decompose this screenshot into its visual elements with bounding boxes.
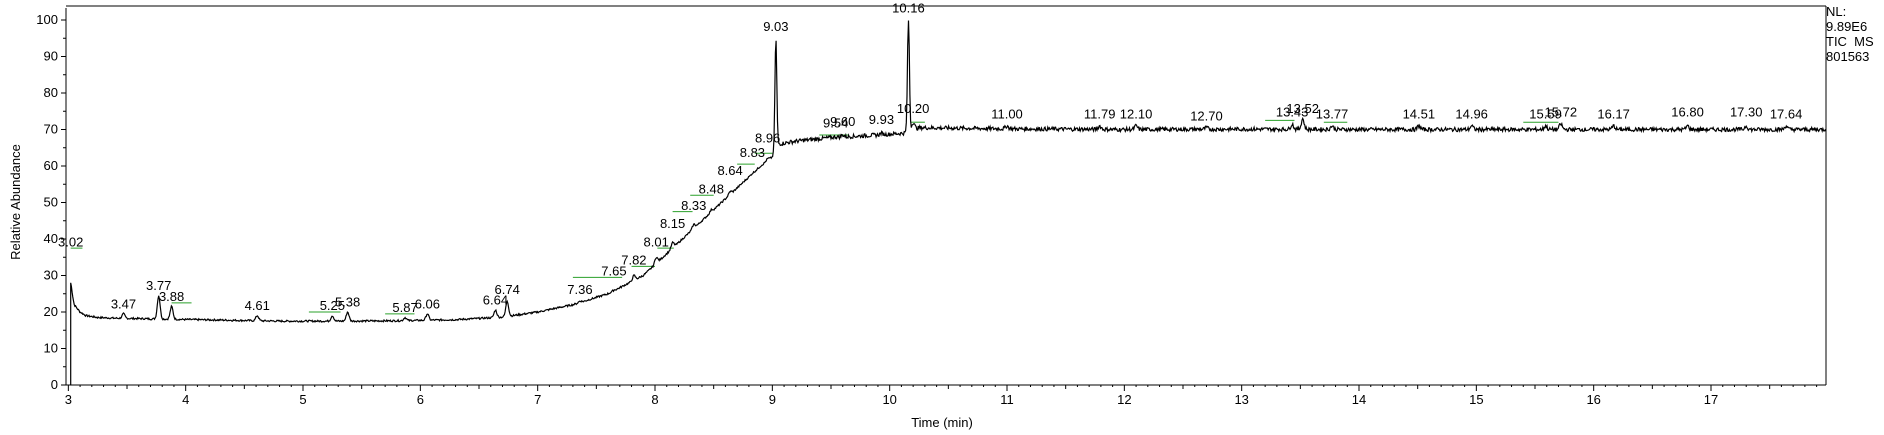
scan-filter: TIC MS [1826, 34, 1874, 49]
y-tick-label: 90 [44, 49, 58, 64]
y-tick-label: 50 [44, 195, 58, 210]
peak-label: 15.59 [1529, 107, 1562, 122]
x-tick-label: 9 [769, 392, 776, 407]
peak-label: 7.82 [621, 253, 646, 268]
nl-value: 9.89E6 [1826, 19, 1868, 34]
peak-label: 16.17 [1597, 107, 1630, 122]
axes [65, 5, 1827, 386]
peak-label: 4.61 [245, 298, 270, 313]
x-tick-label: 17 [1704, 392, 1718, 407]
peak-label: 14.96 [1455, 107, 1488, 122]
peak-label: 9.93 [869, 112, 894, 127]
peak-label: 10.16 [892, 1, 925, 16]
y-tick-label: 80 [44, 85, 58, 100]
integration-marks [70, 119, 1559, 315]
info-panel: NL: 9.89E6 TIC MS 801563 [1826, 4, 1874, 64]
x-tick-label: 10 [882, 392, 896, 407]
x-tick-label: 4 [182, 392, 189, 407]
y-tick-label: 30 [44, 268, 58, 283]
peak-label: 13.77 [1316, 107, 1349, 122]
x-tick-label: 11 [1000, 392, 1014, 407]
peak-label: 9.54 [823, 116, 848, 131]
peak-label: 5.87 [392, 300, 417, 315]
y-tick-label: 70 [44, 122, 58, 137]
x-tick-label: 12 [1117, 392, 1131, 407]
x-ticks: 3 4 5 6 7 8 9 10 11 12 13 14 15 16 17 [65, 385, 1818, 407]
peak-label: 3.47 [111, 296, 136, 311]
peak-label: 13.43 [1276, 105, 1309, 120]
peak-label: 17.64 [1770, 107, 1803, 122]
peak-label: 5.38 [335, 295, 360, 310]
y-tick-label: 40 [44, 231, 58, 246]
sample-id: 801563 [1826, 49, 1870, 64]
x-tick-label: 5 [299, 392, 306, 407]
peak-label: 8.48 [699, 181, 724, 196]
tic-trace-line [70, 20, 1827, 385]
peak-label: 9.60 [830, 114, 855, 129]
x-tick-label: 14 [1352, 392, 1366, 407]
peak-label: 3.77 [146, 278, 171, 293]
peak-label: 5.25 [320, 298, 345, 313]
peak-label: 10.20 [897, 101, 930, 116]
peak-label: 15.72 [1545, 105, 1578, 120]
x-tick-label: 6 [417, 392, 424, 407]
peak-label: 14.51 [1403, 107, 1436, 122]
y-tick-label: 20 [44, 304, 58, 319]
peak-label: 7.36 [567, 282, 592, 297]
x-tick-label: 3 [65, 392, 72, 407]
peak-label: 8.01 [644, 234, 669, 249]
peak-labels: 3.02 3.47 3.773.88 4.61 5.255.38 5.876.06 6.64… [58, 1, 1802, 315]
x-axis-title: Time (min) [911, 415, 973, 430]
peak-label: 8.64 [717, 163, 742, 178]
peak-label: 7.65 [601, 264, 626, 279]
y-tick-label: 60 [44, 158, 58, 173]
y-tick-label: 0 [51, 377, 58, 392]
peak-label: 17.30 [1730, 105, 1763, 120]
x-tick-label: 16 [1586, 392, 1600, 407]
y-ticks: 0 10 20 30 40 50 60 70 80 90 100 [36, 12, 66, 392]
y-axis-title: Relative Abundance [8, 144, 23, 260]
peak-label: 8.33 [681, 198, 706, 213]
peak-label: 3.88 [159, 289, 184, 304]
x-tick-label: 15 [1469, 392, 1483, 407]
peak-label: 12.70 [1190, 108, 1223, 123]
y-tick-label: 10 [44, 341, 58, 356]
peak-label: 6.64 [483, 293, 508, 308]
y-tick-label: 100 [36, 12, 58, 27]
peak-label: 3.02 [58, 234, 83, 249]
peak-label: 11.00 [991, 107, 1023, 122]
x-tick-label: 13 [1234, 392, 1248, 407]
x-tick-label: 8 [651, 392, 658, 407]
peak-label: 6.74 [495, 282, 520, 297]
peak-label: 9.03 [763, 19, 788, 34]
peak-label: 11.79 [1084, 107, 1116, 122]
peak-label: 6.06 [415, 296, 440, 311]
nl-label: NL: [1826, 4, 1847, 19]
peak-label: 8.96 [755, 130, 780, 145]
peak-label: 16.80 [1671, 105, 1704, 120]
x-tick-label: 7 [534, 392, 541, 407]
peak-label: 8.15 [660, 216, 685, 231]
peak-label: 12.10 [1120, 107, 1153, 122]
peak-label: 8.83 [740, 145, 765, 160]
peak-label: 13.52 [1286, 101, 1319, 116]
